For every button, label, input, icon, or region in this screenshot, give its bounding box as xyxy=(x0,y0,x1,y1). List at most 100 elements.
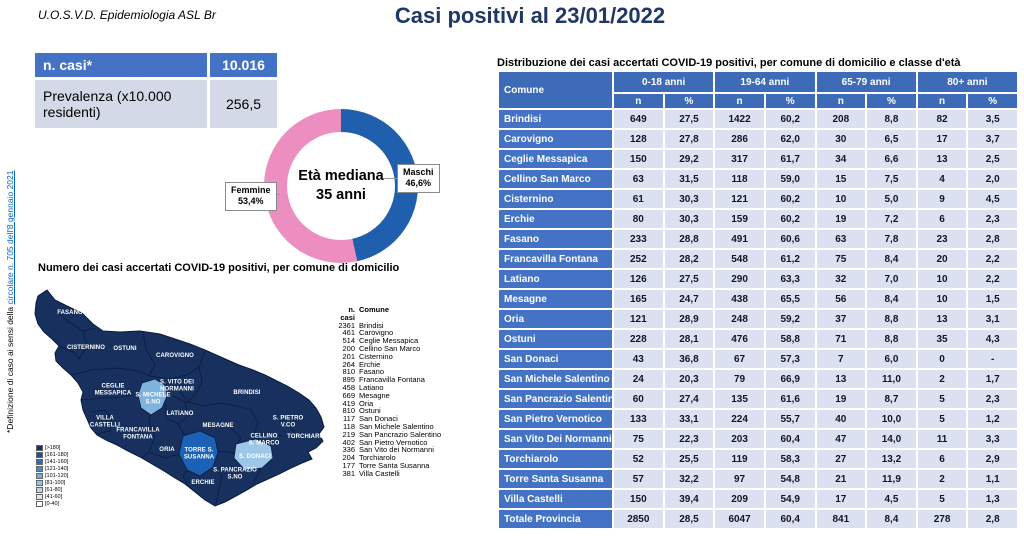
value-cell: 10 xyxy=(917,290,967,308)
case-count: 219 xyxy=(342,429,355,439)
legend-row: [61-80] xyxy=(36,486,68,493)
map-region-san-michele xyxy=(137,378,168,416)
case-comune: Cisternino xyxy=(359,351,393,361)
value-cell: 5 xyxy=(917,410,967,428)
value-cell: 13 xyxy=(816,370,866,388)
group-header-0-18: 0-18 anni xyxy=(614,72,714,92)
value-cell: 8,8 xyxy=(867,310,916,328)
prevalenza-label: Prevalenza (x10.000 residenti) xyxy=(35,80,207,128)
map-label-s-michele: S. MICHELE S.NO xyxy=(135,392,171,406)
map-title: Numero dei casi accertati COVID-19 posit… xyxy=(38,262,400,274)
value-cell: 65,5 xyxy=(765,290,815,308)
map-label-cellino: CELLINO S. MARCO xyxy=(248,433,280,447)
value-cell: 159 xyxy=(715,210,764,228)
comune-cell: Villa Castelli xyxy=(499,490,612,508)
femmine-label: Femmine xyxy=(231,185,271,195)
value-cell: 11,0 xyxy=(867,370,916,388)
legend-row: [41-60] xyxy=(36,493,68,500)
comune-cell: Latiano xyxy=(499,270,612,288)
value-cell: 59,0 xyxy=(765,170,815,188)
value-cell: 317 xyxy=(715,150,764,168)
value-cell: 2,3 xyxy=(968,210,1017,228)
table-row: Ceglie Messapica 150 29,2 317 61,7 34 6,6 13 2,5 xyxy=(499,150,1017,168)
comune-cell: Fasano xyxy=(499,230,612,248)
value-cell: 30,3 xyxy=(664,210,714,228)
table-row: Latiano 126 27,5 290 63,3 32 7,0 10 2,2 xyxy=(499,270,1017,288)
case-count: 895 xyxy=(342,375,355,385)
value-cell: 13,2 xyxy=(867,450,916,468)
value-cell: 27,8 xyxy=(664,130,714,148)
value-cell: 36,8 xyxy=(664,350,714,368)
value-cell: 6,0 xyxy=(867,350,916,368)
value-cell: 24 xyxy=(614,370,663,388)
value-cell: 3,7 xyxy=(968,130,1017,148)
maschi-leader-line xyxy=(383,178,397,179)
value-cell: 228 xyxy=(614,330,663,348)
value-cell: 2,2 xyxy=(968,270,1017,288)
table-row: Erchie 80 30,3 159 60,2 19 7,2 6 2,3 xyxy=(499,210,1017,228)
median-age-label: Età mediana xyxy=(298,168,384,185)
donut-center-label: Età mediana 35 anni xyxy=(298,167,383,205)
comune-cell: Mesagne xyxy=(499,290,612,308)
comune-cell: Ceglie Messapica xyxy=(499,150,612,168)
case-comune: Cellino San Marco xyxy=(359,343,421,353)
table-row: Brindisi 649 27,5 1422 60,2 208 8,8 82 3,5 xyxy=(499,110,1017,128)
value-cell: 37 xyxy=(816,310,866,328)
value-cell: 47 xyxy=(816,430,866,448)
legend-row: [81-100] xyxy=(36,479,68,486)
comune-cell: Brindisi xyxy=(499,110,612,128)
value-cell: 203 xyxy=(715,430,764,448)
value-cell: 150 xyxy=(614,150,663,168)
value-cell: 24,7 xyxy=(664,290,714,308)
case-comune: Brindisi xyxy=(359,320,384,330)
case-count: 419 xyxy=(342,398,355,408)
map-label-oria: ORIA xyxy=(159,446,175,453)
value-cell: 2,2 xyxy=(968,250,1017,268)
value-cell: 6 xyxy=(917,450,967,468)
province-choropleth-map: FASANO CISTERNINO OSTUNI CAROVIGNO S. VI… xyxy=(25,286,335,536)
comune-cell: San Vito Dei Normanni xyxy=(499,430,612,448)
value-cell: 10 xyxy=(816,190,866,208)
map-province-shape xyxy=(34,289,325,507)
case-comune: Fasano xyxy=(359,367,385,377)
case-list-col-comune: Comune xyxy=(359,305,389,314)
case-list-item: 810 Ostuni xyxy=(333,407,441,415)
value-cell: 13 xyxy=(917,310,967,328)
value-cell: 19 xyxy=(816,390,866,408)
circular-link[interactable]: circolare n. 705 dell'8 gennaio 2021 xyxy=(5,170,15,305)
value-cell: 119 xyxy=(715,450,764,468)
legend-label: [161-180] xyxy=(45,451,69,458)
value-cell: 11,9 xyxy=(867,470,916,488)
value-cell: 3,3 xyxy=(968,430,1017,448)
map-svg xyxy=(34,289,325,507)
case-list-item: 118 San Michele Salentino xyxy=(333,423,441,431)
n-casi-label: n. casi* xyxy=(35,53,207,77)
note-text: *Definizione di caso ai sensi della xyxy=(5,304,15,433)
legend-row: [101-120] xyxy=(36,472,68,479)
value-cell: 63 xyxy=(614,170,663,188)
value-cell: 2,0 xyxy=(968,170,1017,188)
age-table-body: Brindisi 649 27,5 1422 60,2 208 8,8 82 3,5 Carovi… xyxy=(499,110,1017,528)
value-cell: 5,0 xyxy=(867,190,916,208)
sub-header-n: n xyxy=(816,94,866,108)
case-list-item: 669 Mesagne xyxy=(333,391,441,400)
table-row-total: Totale Provincia 2850 28,5 6047 60,4 841 8,4 27… xyxy=(499,510,1017,528)
table-row: Oria 121 28,9 248 59,2 37 8,8 13 3,1 xyxy=(499,310,1017,328)
value-cell: 2 xyxy=(917,470,967,488)
map-region-torre-s-susanna xyxy=(178,430,219,477)
sub-header-n: n xyxy=(715,94,764,108)
legend-swatch xyxy=(36,486,43,493)
map-label-villa-castelli: VILLA CASTELLI xyxy=(89,415,121,429)
value-cell: 7,0 xyxy=(867,270,916,288)
value-cell: 6047 xyxy=(715,510,764,528)
case-comune: Torre Santa Susanna xyxy=(359,460,430,470)
table-row: Francavilla Fontana 252 28,2 548 61,2 75 8,4 20… xyxy=(499,250,1017,268)
value-cell: 79 xyxy=(715,370,764,388)
map-label-ostuni: OSTUNI xyxy=(113,345,137,352)
value-cell: - xyxy=(968,350,1017,368)
value-cell: 2,5 xyxy=(968,150,1017,168)
case-count: 177 xyxy=(342,460,355,470)
value-cell: 252 xyxy=(614,250,663,268)
case-count: 458 xyxy=(342,382,355,392)
case-comune: San Donaci xyxy=(359,414,398,424)
